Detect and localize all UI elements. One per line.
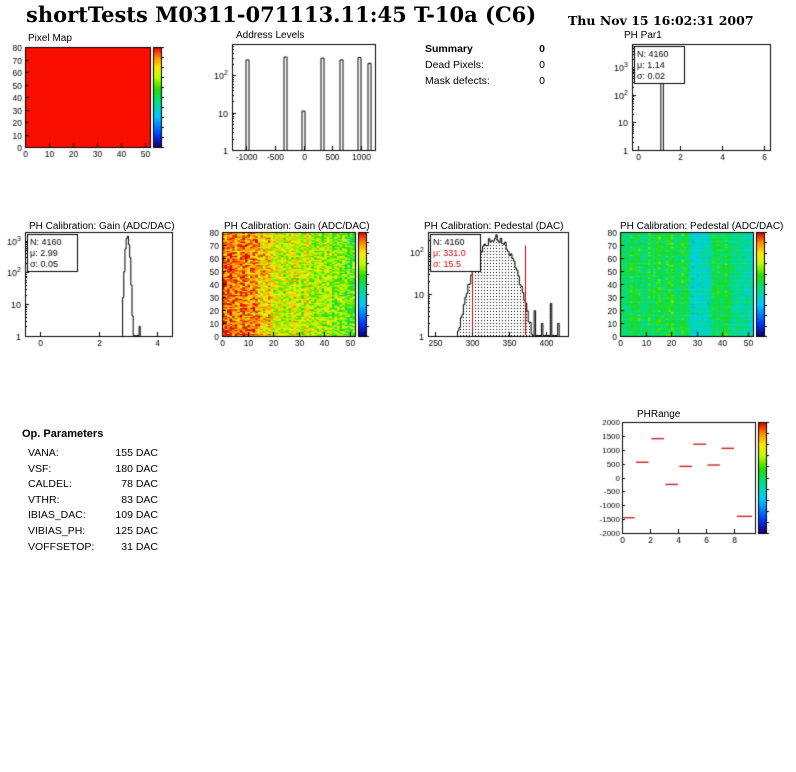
dead-pixels-value: 0 [539, 59, 545, 71]
gain-map-canvas [200, 220, 385, 352]
dead-pixels-label: Dead Pixels: [425, 59, 484, 71]
summary-title: Summary [425, 43, 473, 55]
caldel-label: CALDEL: [28, 478, 72, 491]
parameter-row-ibias-dac: IBIAS_DAC: 109 DAC [28, 509, 158, 521]
voffsetop-label: VOFFSETOP: [28, 540, 95, 553]
address-levels-plot [210, 28, 390, 168]
parameter-row-caldel: CALDEL: 78 DAC [28, 478, 158, 490]
gain-map-plot [200, 220, 385, 352]
vana-label: VANA: [28, 447, 59, 459]
mask-defects-value: 0 [539, 75, 545, 87]
ph-range-plot [598, 408, 796, 543]
pedestal-map-plot [598, 220, 796, 352]
ph-par1-plot [610, 28, 796, 168]
vibias-ph-label: VIBIAS_PH: [28, 524, 86, 537]
ph-par1-canvas [610, 28, 796, 168]
ibias-dac-label: IBIAS_DAC: [28, 509, 86, 522]
summary-row-mask-defects: Mask defects: 0 [425, 75, 545, 87]
vsf-value: 180 DAC [115, 462, 158, 475]
voffsetop-value: 31 DAC [121, 540, 158, 553]
ph-range-canvas [598, 408, 796, 543]
parameter-row-vthr: VTHR: 83 DAC [28, 494, 158, 506]
op-parameters-title: Op. Parameters [22, 428, 104, 440]
parameter-row-voffsetop: VOFFSETOP: 31 DAC [28, 541, 158, 553]
pixel-map-canvas [0, 30, 170, 165]
gain-distribution-canvas [0, 220, 185, 352]
pixel-map-plot [0, 30, 170, 165]
ibias-dac-value: 109 DAC [115, 509, 158, 522]
parameter-row-vibias-ph: VIBIAS_PH: 125 DAC [28, 525, 158, 537]
parameter-row-vsf: VSF: 180 DAC [28, 463, 158, 475]
mask-defects-label: Mask defects: [425, 75, 490, 87]
vibias-ph-value: 125 DAC [115, 524, 158, 537]
gain-distribution-plot [0, 220, 185, 352]
pedestal-distribution-canvas [405, 220, 585, 352]
vana-value: 155 DAC [115, 447, 158, 459]
op-parameters-block: Op. Parameters VANA: 155 DAC VSF: 180 DA… [22, 428, 158, 556]
vthr-value: 83 DAC [121, 493, 158, 506]
caldel-value: 78 DAC [121, 478, 158, 491]
address-levels-canvas [210, 28, 390, 168]
parameter-row-vana: VANA: 155 DAC [28, 447, 158, 459]
page-title: shortTests M0311-071113.11:45 T-10a (C6) [26, 2, 537, 27]
pedestal-distribution-plot [405, 220, 585, 352]
vsf-label: VSF: [28, 462, 52, 475]
summary-value: 0 [539, 43, 545, 55]
pedestal-map-canvas [598, 220, 796, 352]
vthr-label: VTHR: [28, 493, 60, 506]
summary-block: Summary 0 Dead Pixels: 0 Mask defects: 0 [425, 43, 545, 91]
summary-row-dead-pixels: Dead Pixels: 0 [425, 59, 545, 71]
timestamp: Thu Nov 15 16:02:31 2007 [568, 13, 754, 28]
